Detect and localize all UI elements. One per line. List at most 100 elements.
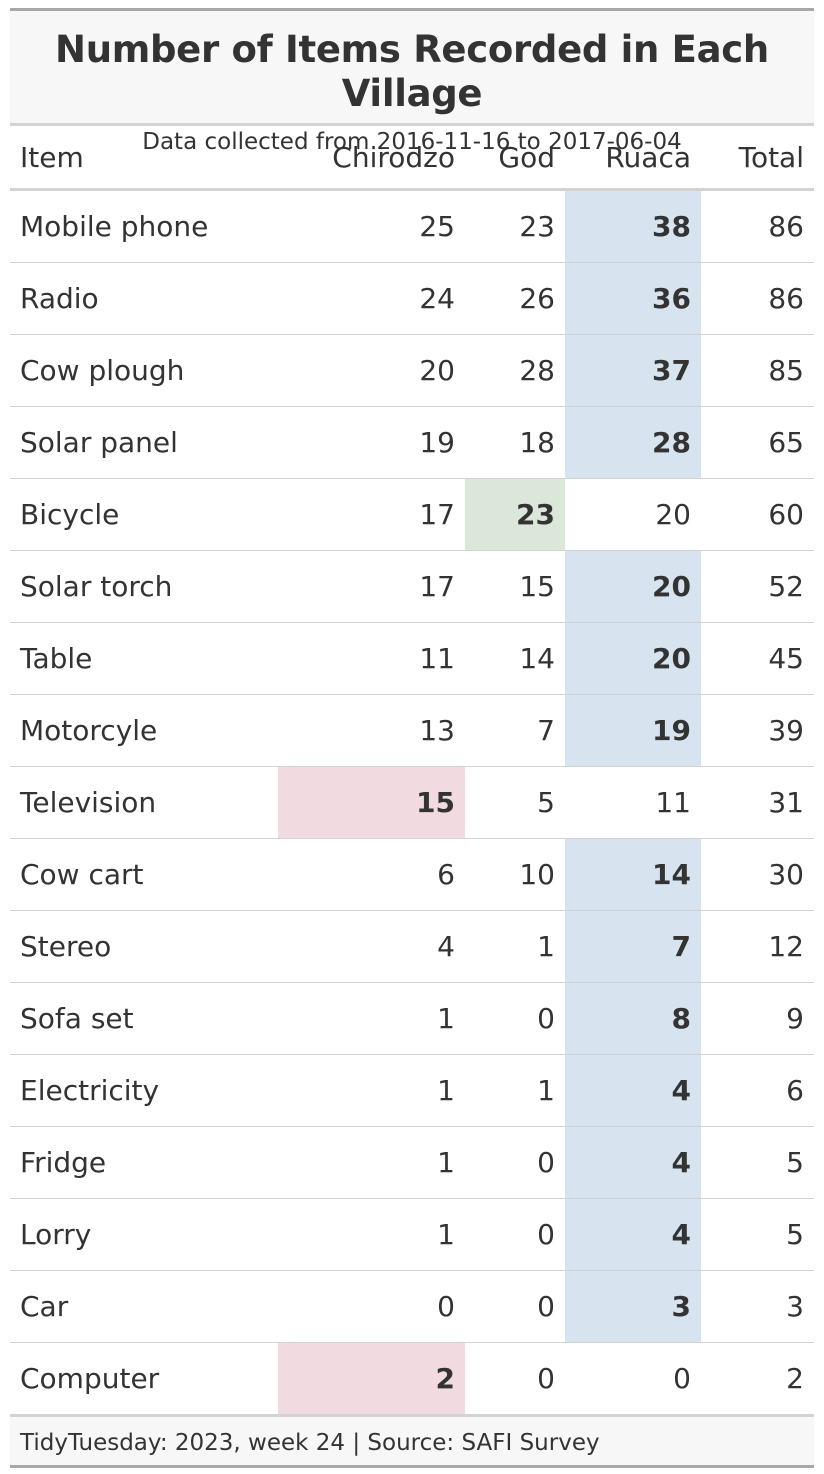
god-count-cell: 18 <box>465 406 565 479</box>
item-name-cell: Cow cart <box>10 838 278 911</box>
column-header-item: Item <box>10 126 278 191</box>
god-count-cell: 26 <box>465 262 565 335</box>
god-count-cell: 23 <box>465 478 565 551</box>
item-name-cell: Television <box>10 766 278 839</box>
god-count-cell: 23 <box>465 189 565 263</box>
table-row: Cow cart 6 10 14 30 <box>10 838 814 911</box>
god-count-cell: 1 <box>465 1054 565 1127</box>
chirodzo-count-cell: 17 <box>278 550 465 623</box>
table-row: Computer 2 0 0 2 <box>10 1342 814 1417</box>
item-name-cell: Car <box>10 1270 278 1343</box>
chirodzo-count-cell: 24 <box>278 262 465 335</box>
chirodzo-count-cell: 20 <box>278 334 465 407</box>
table-container: Number of Items Recorded in Each Village… <box>10 8 814 1468</box>
item-name-cell: Motorcyle <box>10 694 278 767</box>
item-name-cell: Radio <box>10 262 278 335</box>
item-name-cell: Electricity <box>10 1054 278 1127</box>
item-name-cell: Fridge <box>10 1126 278 1199</box>
god-count-cell: 7 <box>465 694 565 767</box>
item-name-cell: Computer <box>10 1342 278 1417</box>
ruaca-count-cell: 8 <box>565 982 701 1055</box>
total-count-cell: 9 <box>701 982 814 1055</box>
god-count-cell: 14 <box>465 622 565 695</box>
god-count-cell: 1 <box>465 910 565 983</box>
chirodzo-count-cell: 2 <box>278 1342 465 1417</box>
item-name-cell: Cow plough <box>10 334 278 407</box>
table-row: Mobile phone 25 23 38 86 <box>10 189 814 263</box>
ruaca-count-cell: 14 <box>565 838 701 911</box>
item-name-cell: Mobile phone <box>10 189 278 263</box>
total-count-cell: 60 <box>701 478 814 551</box>
total-count-cell: 5 <box>701 1126 814 1199</box>
item-name-cell: Sofa set <box>10 982 278 1055</box>
table-row: Sofa set 1 0 8 9 <box>10 982 814 1055</box>
chirodzo-count-cell: 4 <box>278 910 465 983</box>
ruaca-count-cell: 0 <box>565 1342 701 1417</box>
source-footer: TidyTuesday: 2023, week 24 | Source: SAF… <box>10 1417 814 1468</box>
god-count-cell: 0 <box>465 982 565 1055</box>
total-count-cell: 52 <box>701 550 814 623</box>
table-row: Cow plough 20 28 37 85 <box>10 334 814 407</box>
table-body: Mobile phone 25 23 38 86 Radio 24 26 36 86 Cow plo… <box>10 189 814 1417</box>
column-header-total: Total <box>701 126 814 191</box>
item-name-cell: Lorry <box>10 1198 278 1271</box>
table-row: Car 0 0 3 3 <box>10 1270 814 1343</box>
chirodzo-count-cell: 19 <box>278 406 465 479</box>
total-count-cell: 12 <box>701 910 814 983</box>
table-row: Stereo 4 1 7 12 <box>10 910 814 983</box>
total-count-cell: 45 <box>701 622 814 695</box>
total-count-cell: 3 <box>701 1270 814 1343</box>
total-count-cell: 31 <box>701 766 814 839</box>
table-row: Television 15 5 11 31 <box>10 766 814 839</box>
item-name-cell: Stereo <box>10 910 278 983</box>
table-row: Bicycle 17 23 20 60 <box>10 478 814 551</box>
column-header-chirodzo: Chirodzo <box>278 126 465 191</box>
ruaca-count-cell: 20 <box>565 478 701 551</box>
ruaca-count-cell: 3 <box>565 1270 701 1343</box>
chirodzo-count-cell: 17 <box>278 478 465 551</box>
total-count-cell: 85 <box>701 334 814 407</box>
column-header-ruaca: Ruaca <box>565 126 701 191</box>
column-header-god: God <box>465 126 565 191</box>
table-row: Fridge 1 0 4 5 <box>10 1126 814 1199</box>
chirodzo-count-cell: 6 <box>278 838 465 911</box>
god-count-cell: 10 <box>465 838 565 911</box>
table-row: Solar panel 19 18 28 65 <box>10 406 814 479</box>
ruaca-count-cell: 36 <box>565 262 701 335</box>
total-count-cell: 39 <box>701 694 814 767</box>
item-name-cell: Solar torch <box>10 550 278 623</box>
total-count-cell: 6 <box>701 1054 814 1127</box>
item-name-cell: Bicycle <box>10 478 278 551</box>
table-row: Table 11 14 20 45 <box>10 622 814 695</box>
table-row: Lorry 1 0 4 5 <box>10 1198 814 1271</box>
item-name-cell: Table <box>10 622 278 695</box>
top-rule <box>10 8 814 11</box>
god-count-cell: 15 <box>465 550 565 623</box>
table-row: Motorcyle 13 7 19 39 <box>10 694 814 767</box>
chirodzo-count-cell: 1 <box>278 1054 465 1127</box>
ruaca-count-cell: 37 <box>565 334 701 407</box>
ruaca-count-cell: 11 <box>565 766 701 839</box>
ruaca-count-cell: 4 <box>565 1198 701 1271</box>
god-count-cell: 28 <box>465 334 565 407</box>
chirodzo-count-cell: 0 <box>278 1270 465 1343</box>
ruaca-count-cell: 4 <box>565 1054 701 1127</box>
table-header: Number of Items Recorded in Each Village… <box>10 11 814 155</box>
god-count-cell: 0 <box>465 1126 565 1199</box>
table-row: Radio 24 26 36 86 <box>10 262 814 335</box>
ruaca-count-cell: 38 <box>565 189 701 263</box>
chirodzo-count-cell: 15 <box>278 766 465 839</box>
total-count-cell: 5 <box>701 1198 814 1271</box>
ruaca-count-cell: 20 <box>565 550 701 623</box>
total-count-cell: 86 <box>701 262 814 335</box>
ruaca-count-cell: 4 <box>565 1126 701 1199</box>
god-count-cell: 0 <box>465 1270 565 1343</box>
god-count-cell: 5 <box>465 766 565 839</box>
chirodzo-count-cell: 13 <box>278 694 465 767</box>
ruaca-count-cell: 28 <box>565 406 701 479</box>
chirodzo-count-cell: 25 <box>278 189 465 263</box>
item-name-cell: Solar panel <box>10 406 278 479</box>
god-count-cell: 0 <box>465 1342 565 1417</box>
total-count-cell: 86 <box>701 189 814 263</box>
total-count-cell: 2 <box>701 1342 814 1417</box>
